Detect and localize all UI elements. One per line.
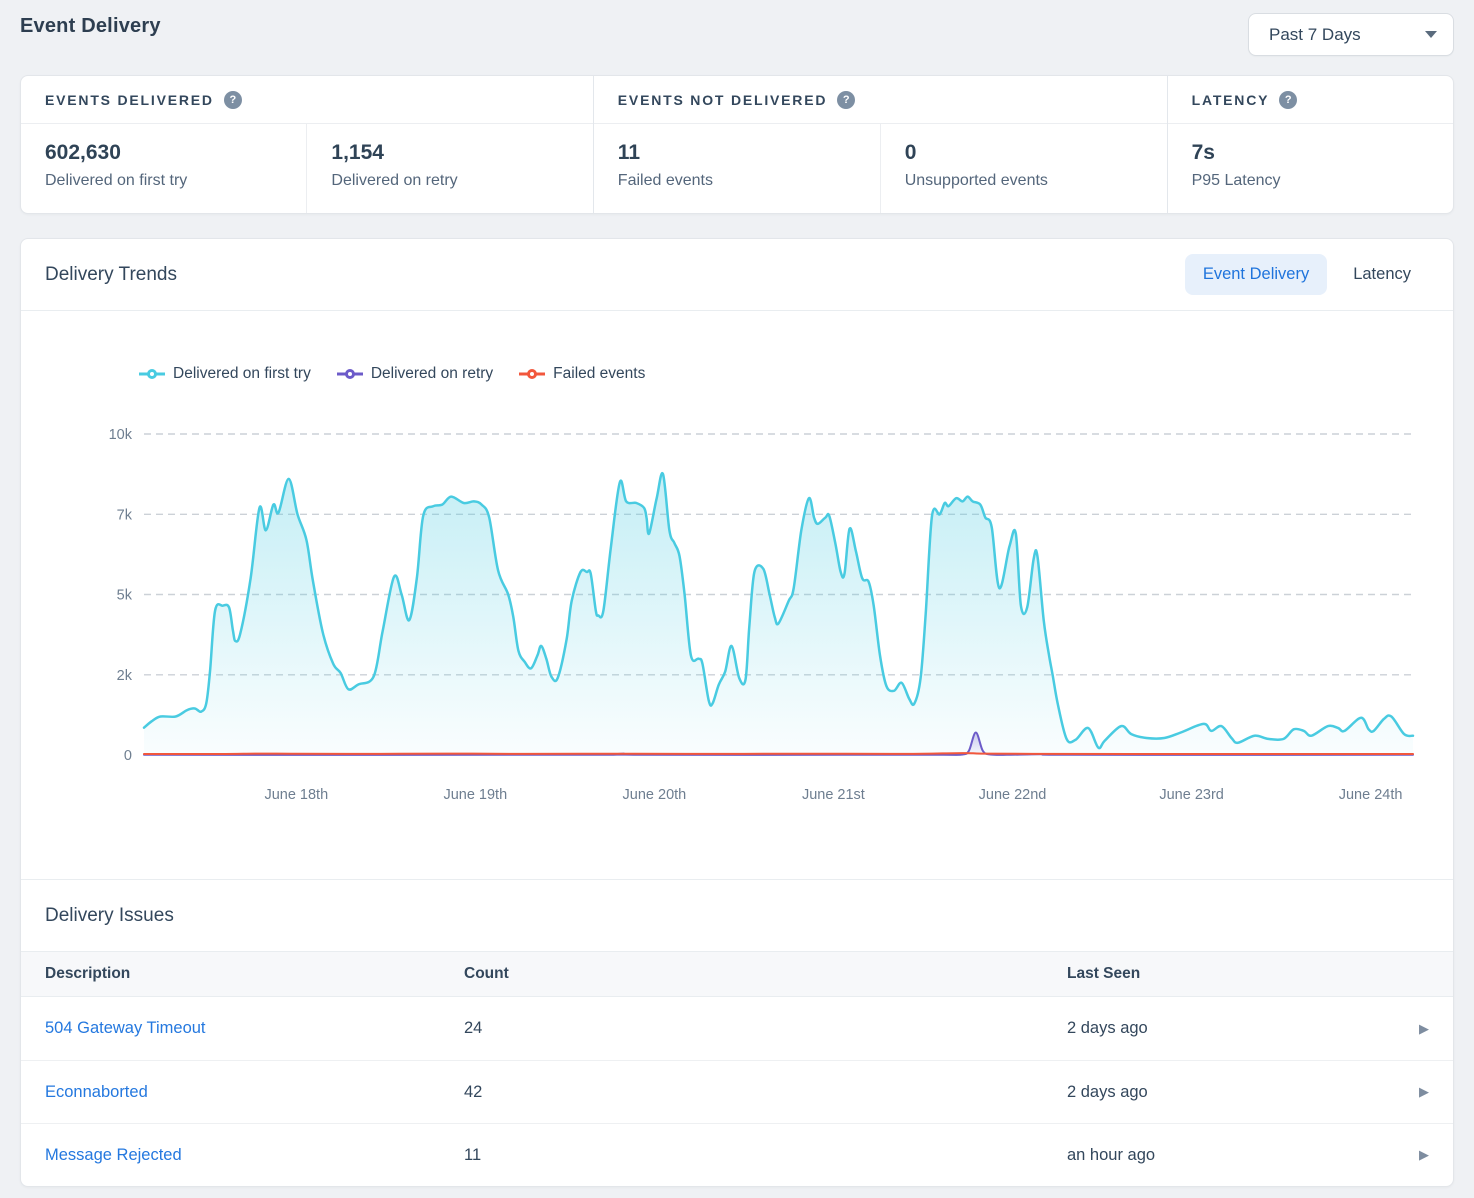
metric-label: Delivered on retry bbox=[331, 172, 568, 190]
metric-p95-latency: 7s P95 Latency bbox=[1168, 124, 1453, 213]
issue-link[interactable]: Econnaborted bbox=[45, 1083, 464, 1102]
column-header-last-seen: Last Seen bbox=[1067, 965, 1407, 983]
svg-text:June 22nd: June 22nd bbox=[979, 787, 1047, 803]
metric-label: P95 Latency bbox=[1192, 172, 1429, 190]
svg-text:10k: 10k bbox=[109, 427, 133, 443]
issues-table-header: Description Count Last Seen bbox=[21, 951, 1453, 997]
svg-text:June 19th: June 19th bbox=[443, 787, 507, 803]
legend-label: Delivered on retry bbox=[371, 365, 493, 383]
chevron-right-icon[interactable]: ▶ bbox=[1419, 1084, 1429, 1100]
issue-count: 24 bbox=[464, 1019, 1067, 1038]
issues-title: Delivery Issues bbox=[45, 905, 174, 927]
help-icon[interactable]: ? bbox=[224, 91, 242, 109]
legend-marker-icon bbox=[519, 369, 545, 379]
svg-text:June 18th: June 18th bbox=[264, 787, 328, 803]
metric-delivered-retry: 1,154 Delivered on retry bbox=[306, 124, 592, 213]
table-row[interactable]: 504 Gateway Timeout 24 2 days ago ▶ bbox=[21, 997, 1453, 1060]
trends-title: Delivery Trends bbox=[45, 264, 177, 286]
issue-last-seen: 2 days ago bbox=[1067, 1083, 1407, 1102]
table-row[interactable]: Message Rejected 11 an hour ago ▶ bbox=[21, 1123, 1453, 1186]
time-range-value: Past 7 Days bbox=[1269, 25, 1361, 45]
issue-link[interactable]: 504 Gateway Timeout bbox=[45, 1019, 464, 1038]
issue-count: 42 bbox=[464, 1083, 1067, 1102]
legend-delivered-first-try[interactable]: Delivered on first try bbox=[139, 365, 311, 383]
event-delivery-page: Event Delivery Past 7 Days EVENTS DELIVE… bbox=[0, 0, 1474, 1187]
time-range-select[interactable]: Past 7 Days bbox=[1248, 13, 1454, 56]
page-title: Event Delivery bbox=[20, 13, 161, 38]
metric-value: 1,154 bbox=[331, 141, 568, 165]
issues-table: Description Count Last Seen 504 Gateway … bbox=[21, 951, 1453, 1186]
tab-event-delivery[interactable]: Event Delivery bbox=[1185, 254, 1327, 295]
metric-label: Unsupported events bbox=[905, 172, 1143, 190]
legend-label: Delivered on first try bbox=[173, 365, 311, 383]
chevron-right-icon[interactable]: ▶ bbox=[1419, 1021, 1429, 1037]
stat-section-events-delivered: EVENTS DELIVERED ? 602,630 Delivered on … bbox=[21, 76, 593, 213]
legend-label: Failed events bbox=[553, 365, 645, 383]
chevron-right-icon[interactable]: ▶ bbox=[1419, 1147, 1429, 1163]
issue-last-seen: an hour ago bbox=[1067, 1146, 1407, 1165]
metric-value: 0 bbox=[905, 141, 1143, 165]
column-header-description: Description bbox=[45, 965, 464, 983]
stat-section-events-not-delivered: EVENTS NOT DELIVERED ? 11 Failed events … bbox=[593, 76, 1167, 213]
chevron-down-icon bbox=[1425, 31, 1437, 38]
stat-section-title: EVENTS NOT DELIVERED bbox=[618, 92, 827, 108]
svg-text:2k: 2k bbox=[117, 668, 133, 684]
legend-failed-events[interactable]: Failed events bbox=[519, 365, 645, 383]
svg-text:June 24th: June 24th bbox=[1339, 787, 1403, 803]
trends-chart-svg: 0 2k 5k 7k 10k June 18th June 19th June 20th Jun… bbox=[21, 311, 1454, 879]
svg-text:June 23rd: June 23rd bbox=[1159, 787, 1224, 803]
svg-text:7k: 7k bbox=[117, 507, 133, 523]
issue-link[interactable]: Message Rejected bbox=[45, 1146, 464, 1165]
help-icon[interactable]: ? bbox=[1279, 91, 1297, 109]
summary-stats: EVENTS DELIVERED ? 602,630 Delivered on … bbox=[20, 75, 1454, 214]
stat-section-title: LATENCY bbox=[1192, 92, 1270, 108]
metric-delivered-first-try: 602,630 Delivered on first try bbox=[21, 124, 306, 213]
trends-tabs: Event Delivery Latency bbox=[1185, 254, 1429, 295]
tab-latency[interactable]: Latency bbox=[1335, 254, 1429, 295]
stat-section-latency: LATENCY ? 7s P95 Latency bbox=[1167, 76, 1453, 213]
chart-legend: Delivered on first try Delivered on retr… bbox=[139, 365, 645, 383]
issue-last-seen: 2 days ago bbox=[1067, 1019, 1407, 1038]
topbar: Event Delivery Past 7 Days bbox=[20, 0, 1454, 75]
metric-unsupported-events: 0 Unsupported events bbox=[880, 124, 1167, 213]
stat-section-title: EVENTS DELIVERED bbox=[45, 92, 214, 108]
metric-value: 7s bbox=[1192, 141, 1429, 165]
issues-header: Delivery Issues bbox=[21, 879, 1453, 951]
svg-text:June 20th: June 20th bbox=[623, 787, 687, 803]
metric-failed-events: 11 Failed events bbox=[594, 124, 880, 213]
column-header-count: Count bbox=[464, 965, 1067, 983]
svg-text:June 21st: June 21st bbox=[802, 787, 865, 803]
trends-chart: Delivered on first try Delivered on retr… bbox=[21, 311, 1453, 879]
delivery-trends-card: Delivery Trends Event Delivery Latency D… bbox=[20, 238, 1454, 1187]
svg-text:5k: 5k bbox=[117, 588, 133, 604]
trends-header: Delivery Trends Event Delivery Latency bbox=[21, 239, 1453, 311]
legend-marker-icon bbox=[139, 369, 165, 379]
metric-label: Failed events bbox=[618, 172, 856, 190]
metric-value: 602,630 bbox=[45, 141, 282, 165]
svg-text:0: 0 bbox=[124, 748, 132, 764]
legend-marker-icon bbox=[337, 369, 363, 379]
legend-delivered-retry[interactable]: Delivered on retry bbox=[337, 365, 493, 383]
metric-value: 11 bbox=[618, 141, 856, 165]
table-row[interactable]: Econnaborted 42 2 days ago ▶ bbox=[21, 1060, 1453, 1123]
metric-label: Delivered on first try bbox=[45, 172, 282, 190]
help-icon[interactable]: ? bbox=[837, 91, 855, 109]
issue-count: 11 bbox=[464, 1146, 1067, 1165]
